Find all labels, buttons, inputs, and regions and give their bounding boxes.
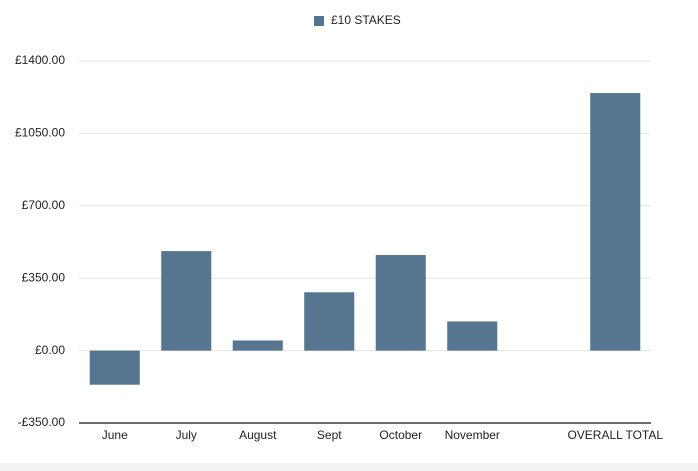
x-tick-label: Sept bbox=[317, 428, 342, 442]
bar bbox=[375, 255, 426, 351]
y-tick-label: £0.00 bbox=[35, 343, 65, 357]
y-tick-label: £1400.00 bbox=[15, 53, 65, 67]
x-tick-label: November bbox=[445, 428, 500, 442]
legend-label: £10 STAKES bbox=[331, 13, 401, 27]
x-tick-label: August bbox=[239, 428, 277, 442]
legend-swatch bbox=[314, 16, 324, 26]
footer-strip bbox=[0, 463, 698, 471]
bar bbox=[590, 93, 641, 351]
bar bbox=[447, 321, 498, 351]
x-tick-label: July bbox=[176, 428, 197, 442]
y-tick-label: £1050.00 bbox=[15, 126, 65, 140]
y-tick-label: £700.00 bbox=[22, 198, 66, 212]
y-tick-label: -£350.00 bbox=[18, 415, 66, 429]
bar bbox=[232, 340, 283, 351]
x-tick-label: October bbox=[379, 428, 422, 442]
x-tick-label: June bbox=[102, 428, 128, 442]
bar bbox=[89, 350, 140, 385]
y-tick-label: £350.00 bbox=[22, 270, 66, 284]
bar bbox=[304, 292, 355, 351]
x-tick-label: OVERALL TOTAL bbox=[567, 428, 663, 442]
bar bbox=[161, 251, 212, 351]
